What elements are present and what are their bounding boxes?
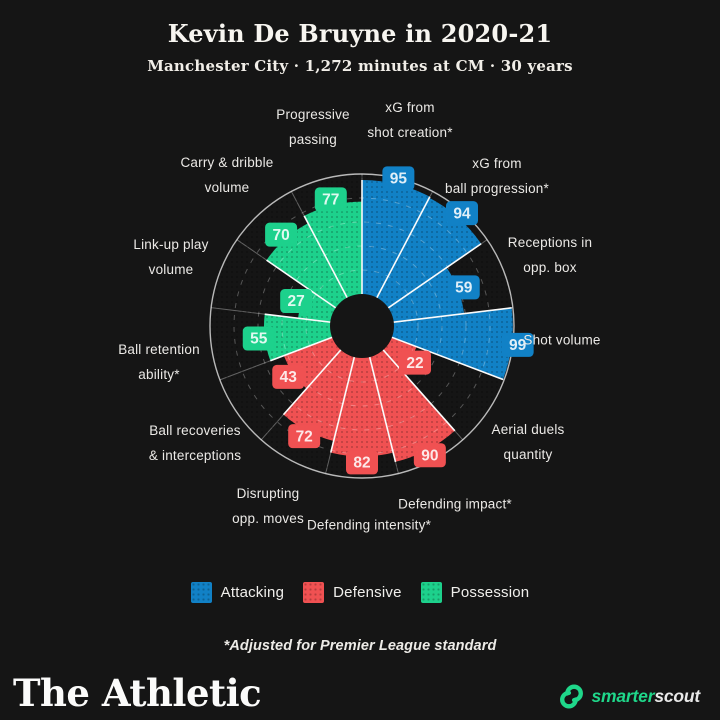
value-badge xyxy=(413,443,446,468)
category-label-line: volume xyxy=(204,180,250,195)
category-label: Ball recoveries & interceptions xyxy=(149,418,241,468)
value-badge xyxy=(382,166,415,191)
grid-ring xyxy=(233,197,491,455)
category-label-line: Link-up play xyxy=(133,237,209,252)
value-badge-text: 70 xyxy=(272,227,289,244)
category-label-line: shot creation* xyxy=(367,125,453,140)
legend-item-possession: Possession xyxy=(420,582,530,603)
category-label-line: volume xyxy=(148,262,194,277)
value-badge xyxy=(346,450,378,475)
legend-swatch-attacking xyxy=(190,582,212,603)
category-label-line: Shot volume xyxy=(523,332,601,348)
value-badge xyxy=(501,332,534,357)
category-label: Defending impact* xyxy=(398,492,512,517)
category-label-line: Progressive xyxy=(276,107,350,122)
legend-label: Possession xyxy=(450,584,530,601)
legend-swatch-defensive xyxy=(303,582,325,603)
smarterscout-wordmark: smarterscout xyxy=(591,686,701,706)
value-badge xyxy=(265,222,298,247)
category-label-line: ball progression* xyxy=(445,181,549,196)
value-badge xyxy=(242,326,275,351)
category-label: Receptions in opp. box xyxy=(508,230,592,280)
value-badge xyxy=(399,350,432,375)
category-label-line: xG from xyxy=(385,100,435,115)
value-badge xyxy=(272,364,305,389)
category-label: Progressive passing xyxy=(276,102,349,152)
category-label: Carry & dribble volume xyxy=(180,150,273,200)
legend-item-attacking: Attacking xyxy=(190,582,285,603)
smarterscout-logo: smarterscout xyxy=(556,681,701,712)
category-label-line: quantity xyxy=(503,447,553,462)
value-badge-text: 82 xyxy=(353,455,370,472)
grid-ring xyxy=(305,269,419,383)
category-label: Defending intensity* xyxy=(307,513,431,538)
value-badge-text: 90 xyxy=(421,447,438,464)
legend-item-defensive: Defensive xyxy=(303,582,402,603)
category-label: xG from shot creation* xyxy=(367,95,452,145)
legend-swatch-possession xyxy=(420,582,442,603)
smarterscout-swirl-icon xyxy=(559,684,583,709)
value-badge xyxy=(447,275,480,300)
grid-ring xyxy=(257,221,467,431)
value-badge-text: 22 xyxy=(406,355,423,372)
category-label: Aerial duels quantity xyxy=(492,417,565,467)
category-label: xG from ball progression* xyxy=(445,151,549,201)
center-hole xyxy=(330,294,394,358)
value-badge xyxy=(288,424,321,449)
value-badge-text: 43 xyxy=(280,369,298,386)
category-label-line: Defending intensity* xyxy=(306,517,432,533)
value-badge-text: 94 xyxy=(453,205,471,222)
category-label-line: xG from xyxy=(472,156,522,171)
footnote: *Adjusted for Premier League standard xyxy=(223,638,497,654)
category-label-line: Ball retention xyxy=(118,342,200,357)
value-badge-text: 72 xyxy=(296,428,313,445)
category-label-line: Receptions in xyxy=(507,235,593,250)
legend: Attacking Defensive Possession xyxy=(0,582,720,603)
legend-label: Defensive xyxy=(333,584,402,601)
page-subtitle: Manchester City · 1,272 minutes at CM · … xyxy=(147,57,573,75)
category-label-line: Defending impact* xyxy=(398,496,512,512)
grid-ring xyxy=(281,245,443,407)
category-label: Disrupting opp. moves xyxy=(232,481,304,531)
category-label-line: Carry & dribble xyxy=(180,155,274,170)
outer-circle xyxy=(209,173,515,479)
category-label-line: Aerial duels xyxy=(491,422,565,437)
value-badge-text: 59 xyxy=(455,280,473,297)
header: Kevin De Bruyne in 2020-21 Manchester Ci… xyxy=(0,0,720,75)
the-athletic-logo: The Athletic xyxy=(13,671,262,715)
category-label: Link-up play volume xyxy=(133,232,208,282)
legend-label: Attacking xyxy=(220,584,285,601)
value-badge-text: 95 xyxy=(390,171,408,188)
value-badge xyxy=(445,201,478,226)
category-label-line: opp. moves xyxy=(232,511,304,526)
category-label-line: ability* xyxy=(138,367,180,382)
value-badge-text: 77 xyxy=(322,192,339,209)
category-label: Ball retention ability* xyxy=(118,337,200,387)
category-label-line: & interceptions xyxy=(148,448,242,463)
value-badge-text: 27 xyxy=(288,293,305,310)
category-label-line: passing xyxy=(289,132,337,147)
value-badge-text: 99 xyxy=(509,337,527,354)
value-badge-text: 55 xyxy=(250,331,268,348)
value-badge xyxy=(280,289,313,314)
category-label: Shot volume xyxy=(523,328,600,353)
category-label-line: Ball recoveries xyxy=(149,423,241,438)
category-label-line: Disrupting xyxy=(236,486,300,501)
value-badge xyxy=(314,187,347,212)
page-title: Kevin De Bruyne in 2020-21 xyxy=(167,19,553,48)
category-label-line: opp. box xyxy=(523,260,577,275)
